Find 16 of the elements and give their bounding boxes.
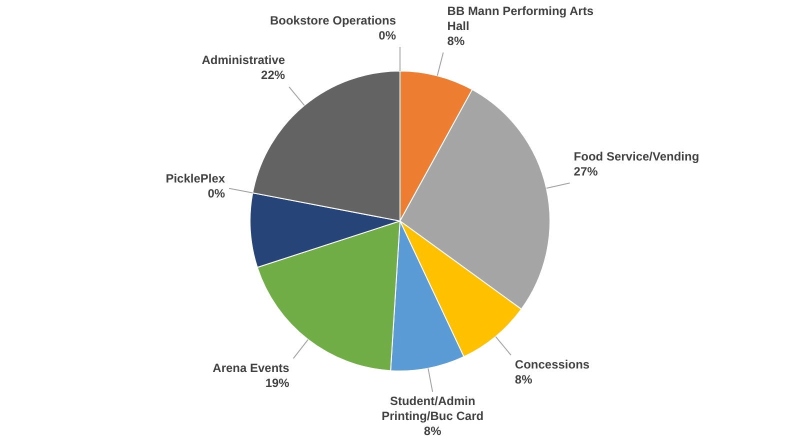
slice-label: Concessions — [514, 357, 590, 372]
slice-label: BB Mann Performing Arts Hall — [447, 4, 594, 33]
data-label: 8% — [514, 372, 533, 386]
category-label: PicklePlex — [166, 172, 226, 186]
slice-label: Arena Events — [212, 360, 290, 375]
slice-label: Food Service/Vending — [574, 149, 700, 164]
data-label: 8% — [447, 34, 465, 48]
slice-label: Student/Admin Printing/Buc Card — [382, 394, 484, 424]
data-label: 22% — [261, 68, 286, 82]
text: 0% — [208, 186, 226, 201]
data-label: 8% — [424, 424, 442, 438]
data-label: 27% — [574, 164, 598, 178]
category-label: Bookstore Operations — [270, 13, 396, 28]
data-label: 19% — [265, 376, 290, 390]
slice-label: Administrative — [202, 53, 286, 68]
text: 0% — [378, 28, 396, 42]
